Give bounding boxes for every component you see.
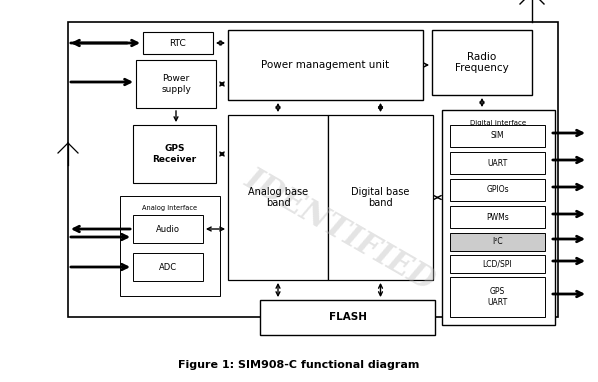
Bar — [216, 283, 441, 295]
Text: SIM: SIM — [491, 131, 504, 141]
Bar — [228, 115, 328, 280]
Text: IDENTIFIED: IDENTIFIED — [239, 163, 441, 297]
Text: Power
supply: Power supply — [161, 74, 191, 94]
Bar — [450, 125, 545, 147]
Bar — [68, 22, 558, 317]
Bar — [120, 196, 220, 296]
Text: GPS
UART: GPS UART — [487, 287, 508, 307]
Text: ADC: ADC — [159, 262, 177, 272]
Text: Figure 1: SIM908-C functional diagram: Figure 1: SIM908-C functional diagram — [178, 360, 420, 370]
Text: UART: UART — [487, 159, 508, 167]
Text: I²C: I²C — [492, 238, 503, 246]
Text: PWMs: PWMs — [486, 212, 509, 222]
Text: GPIOs: GPIOs — [486, 186, 509, 194]
Bar — [133, 125, 216, 183]
Bar — [450, 255, 545, 273]
Bar — [432, 30, 532, 95]
Bar — [328, 115, 433, 280]
Bar — [429, 100, 441, 295]
Bar — [216, 100, 441, 112]
Bar — [260, 300, 435, 335]
Text: Digital base
band: Digital base band — [351, 187, 410, 208]
Bar — [442, 110, 555, 325]
Bar — [216, 100, 228, 295]
Bar — [136, 60, 216, 108]
Text: Radio
Frequency: Radio Frequency — [455, 52, 509, 73]
Bar — [133, 215, 203, 243]
Bar — [228, 30, 423, 100]
Text: Power management unit: Power management unit — [261, 60, 389, 70]
Text: Digital interface: Digital interface — [471, 120, 527, 126]
Bar — [450, 233, 545, 251]
Bar — [450, 179, 545, 201]
Bar — [133, 253, 203, 281]
Bar — [450, 152, 545, 174]
Bar — [450, 206, 545, 228]
Bar — [143, 32, 213, 54]
Text: Analog base
band: Analog base band — [248, 187, 308, 208]
Bar — [450, 277, 545, 317]
Text: GPS
Receiver: GPS Receiver — [152, 144, 197, 164]
Text: Analog Interface: Analog Interface — [142, 205, 197, 211]
Text: LCD/SPI: LCD/SPI — [483, 259, 512, 269]
Text: FLASH: FLASH — [328, 312, 367, 322]
Text: Audio: Audio — [156, 225, 180, 233]
Text: RTC: RTC — [170, 39, 187, 47]
